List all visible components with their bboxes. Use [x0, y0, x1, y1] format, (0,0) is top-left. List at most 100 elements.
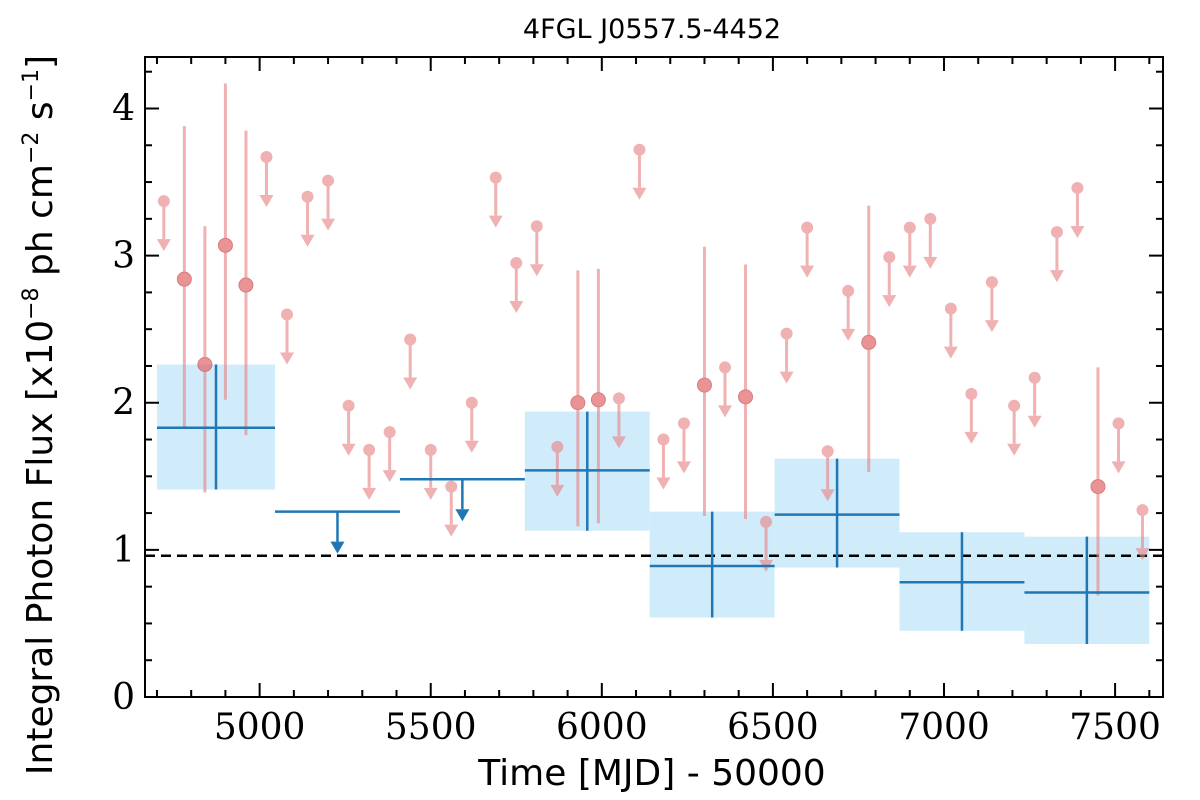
short-bin-upper-limit [382, 426, 397, 483]
upper-limit-arrowhead [943, 346, 958, 359]
upper-limit-marker [1071, 181, 1084, 194]
upper-limit-marker [760, 515, 773, 528]
upper-limit-marker [510, 256, 523, 269]
short-bin-upper-limit [718, 361, 733, 418]
upper-limit-arrowhead [280, 352, 295, 365]
data-marker [238, 277, 254, 293]
short-bin-upper-limit [902, 221, 917, 278]
data-marker [176, 271, 192, 287]
short-bin-point [696, 246, 712, 517]
upper-limit-marker [780, 327, 793, 340]
upper-limit-arrowhead [841, 328, 856, 341]
upper-limit-marker [281, 308, 294, 321]
short-bin-upper-limit [800, 221, 815, 278]
x-tick-label: 7000 [898, 707, 990, 748]
y-axis-label: Integral Photon Flux [x10−8 ph cm−2 s−1] [19, 55, 61, 775]
data-marker [570, 395, 586, 411]
short-bin-upper-limit [964, 387, 979, 444]
short-bin-point [861, 205, 877, 472]
upper-limit-marker [883, 251, 896, 264]
upper-limit-arrowhead [1049, 270, 1064, 283]
upper-limit-marker [157, 195, 170, 208]
long-bin-point [774, 458, 900, 568]
short-bin-upper-limit [841, 284, 856, 341]
short-bin-upper-limit [656, 433, 671, 490]
short-bin-upper-limit [1007, 399, 1022, 456]
y-axis-label-exponent: −1 [19, 69, 44, 101]
y-tick-label: 3 [112, 236, 135, 277]
short-bin-upper-limit [923, 212, 938, 269]
upper-limit-arrowhead [1135, 548, 1150, 561]
upper-limit-arrowhead [1070, 225, 1085, 238]
long-bin-point [899, 532, 1025, 631]
upper-limit-arrowhead [964, 431, 979, 444]
upper-limit-arrowhead [656, 477, 671, 490]
upper-limit-arrowhead [330, 541, 345, 554]
upper-limit-arrowhead [259, 195, 274, 208]
upper-limit-marker [924, 212, 937, 225]
long-bin-point [1024, 536, 1150, 645]
plot-frame [144, 56, 1164, 698]
upper-limit-arrowhead [156, 239, 171, 252]
y-tick-label: 1 [112, 530, 135, 571]
y-axis-label-exponent: −2 [19, 132, 44, 164]
upper-limit-arrowhead [550, 484, 565, 497]
short-bin-upper-limit [882, 251, 897, 308]
data-marker [217, 237, 233, 253]
upper-limit-arrowhead [321, 218, 336, 231]
upper-limit-arrowhead [718, 405, 733, 418]
x-tick-label: 5000 [214, 707, 306, 748]
upper-limit-marker [1136, 504, 1149, 517]
upper-limit-marker [445, 480, 458, 493]
upper-limit-marker [903, 221, 916, 234]
upper-limit-arrowhead [464, 440, 479, 453]
upper-limit-marker [821, 445, 834, 458]
short-bin-upper-limit [779, 327, 794, 384]
long-bin-points [156, 364, 1150, 645]
short-bin-upper-limit [300, 190, 315, 247]
short-bin-upper-limit [1070, 181, 1085, 238]
short-bin-upper-limit [676, 417, 691, 474]
short-bin-upper-limit [362, 443, 377, 500]
chart-title: 4FGL J0557.5-4452 [523, 14, 781, 45]
x-tick-label: 5500 [385, 707, 477, 748]
short-bin-upper-limit [259, 151, 274, 208]
upper-limit-arrowhead [455, 509, 470, 522]
short-bin-point [176, 126, 192, 428]
x-tick-label: 7500 [1069, 707, 1161, 748]
upper-limit-marker [842, 284, 855, 297]
upper-limit-arrowhead [1007, 443, 1022, 456]
x-axis-ticks: 5000 5500 6000 6500 7000 7500 [155, 57, 1161, 748]
long-bin-upper-limit [275, 510, 400, 554]
upper-limit-marker [363, 443, 376, 456]
short-bin-upper-limit [820, 445, 835, 502]
upper-limit-arrowhead [820, 489, 835, 502]
short-bin-upper-limit [1135, 504, 1150, 561]
y-tick-label: 2 [112, 383, 135, 424]
data-marker [197, 356, 213, 372]
short-bin-upper-limit [984, 276, 999, 333]
upper-limit-arrowhead [632, 187, 647, 200]
x-axis-label: Time [MJD] - 50000 [477, 753, 825, 794]
upper-limit-marker [1112, 417, 1125, 430]
long-bin-upper-limit [399, 478, 525, 522]
short-bin-point [217, 83, 233, 400]
short-bin-point [738, 264, 754, 519]
data-marker [861, 334, 877, 350]
x-tick-label: 6000 [556, 707, 648, 748]
upper-limit-arrowhead [403, 377, 418, 390]
upper-limit-arrowhead [1027, 415, 1042, 428]
y-tick-label: 4 [112, 88, 135, 129]
upper-limit-marker [1028, 371, 1041, 384]
y-axis-label-part: ] [20, 55, 61, 69]
upper-limit-marker [612, 392, 625, 405]
upper-limit-arrowhead [362, 487, 377, 500]
upper-limit-marker [322, 174, 335, 187]
upper-limit-arrowhead [1111, 461, 1126, 474]
short-bin-upper-limit [1027, 371, 1042, 428]
upper-limit-marker [260, 151, 273, 164]
upper-limit-marker [719, 361, 732, 374]
upper-limit-arrowhead [444, 524, 459, 537]
short-bin-upper-limit [509, 256, 524, 313]
